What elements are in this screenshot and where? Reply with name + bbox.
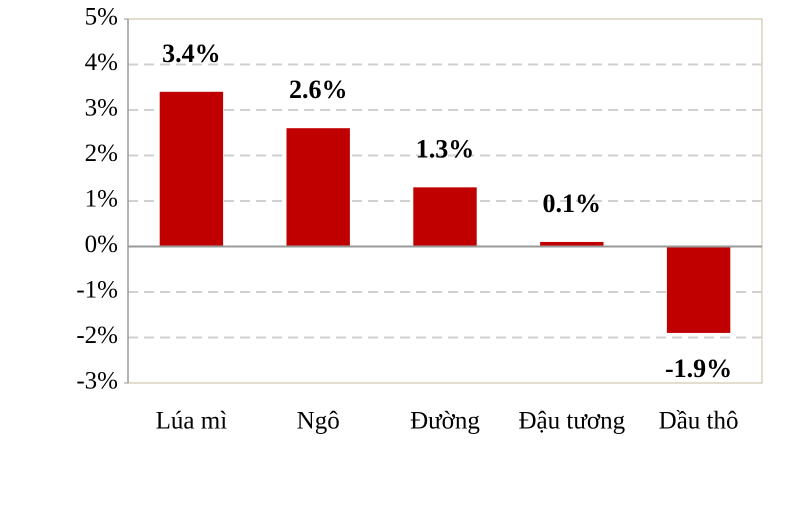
x-tick-label: Đường bbox=[410, 408, 480, 435]
bar bbox=[159, 91, 224, 247]
x-tick-label: Ngô bbox=[297, 408, 340, 435]
x-tick-label: Lúa mì bbox=[156, 408, 228, 435]
bar bbox=[413, 187, 477, 247]
y-tick-label: 3% bbox=[85, 95, 118, 122]
y-tick-label: -1% bbox=[76, 277, 118, 304]
bar bbox=[666, 246, 731, 333]
y-tick-label: 0% bbox=[85, 231, 118, 258]
y-tick-label: 4% bbox=[85, 49, 118, 76]
bar bbox=[286, 128, 350, 247]
y-tick-label: -3% bbox=[76, 368, 118, 395]
y-tick-label: 2% bbox=[85, 140, 118, 167]
y-tick-label: 1% bbox=[85, 186, 118, 213]
x-tick-label: Đậu tương bbox=[518, 408, 625, 435]
x-tick-label: Dầu thô bbox=[659, 408, 739, 435]
value-label: 2.6% bbox=[289, 75, 348, 104]
value-label: 1.3% bbox=[416, 134, 475, 163]
y-tick-label: 5% bbox=[85, 4, 118, 31]
y-tick-label: -2% bbox=[76, 322, 118, 349]
bar bbox=[540, 241, 604, 247]
value-label: 0.1% bbox=[543, 189, 602, 218]
value-label: -1.9% bbox=[665, 354, 732, 383]
value-label: 3.4% bbox=[162, 39, 221, 68]
